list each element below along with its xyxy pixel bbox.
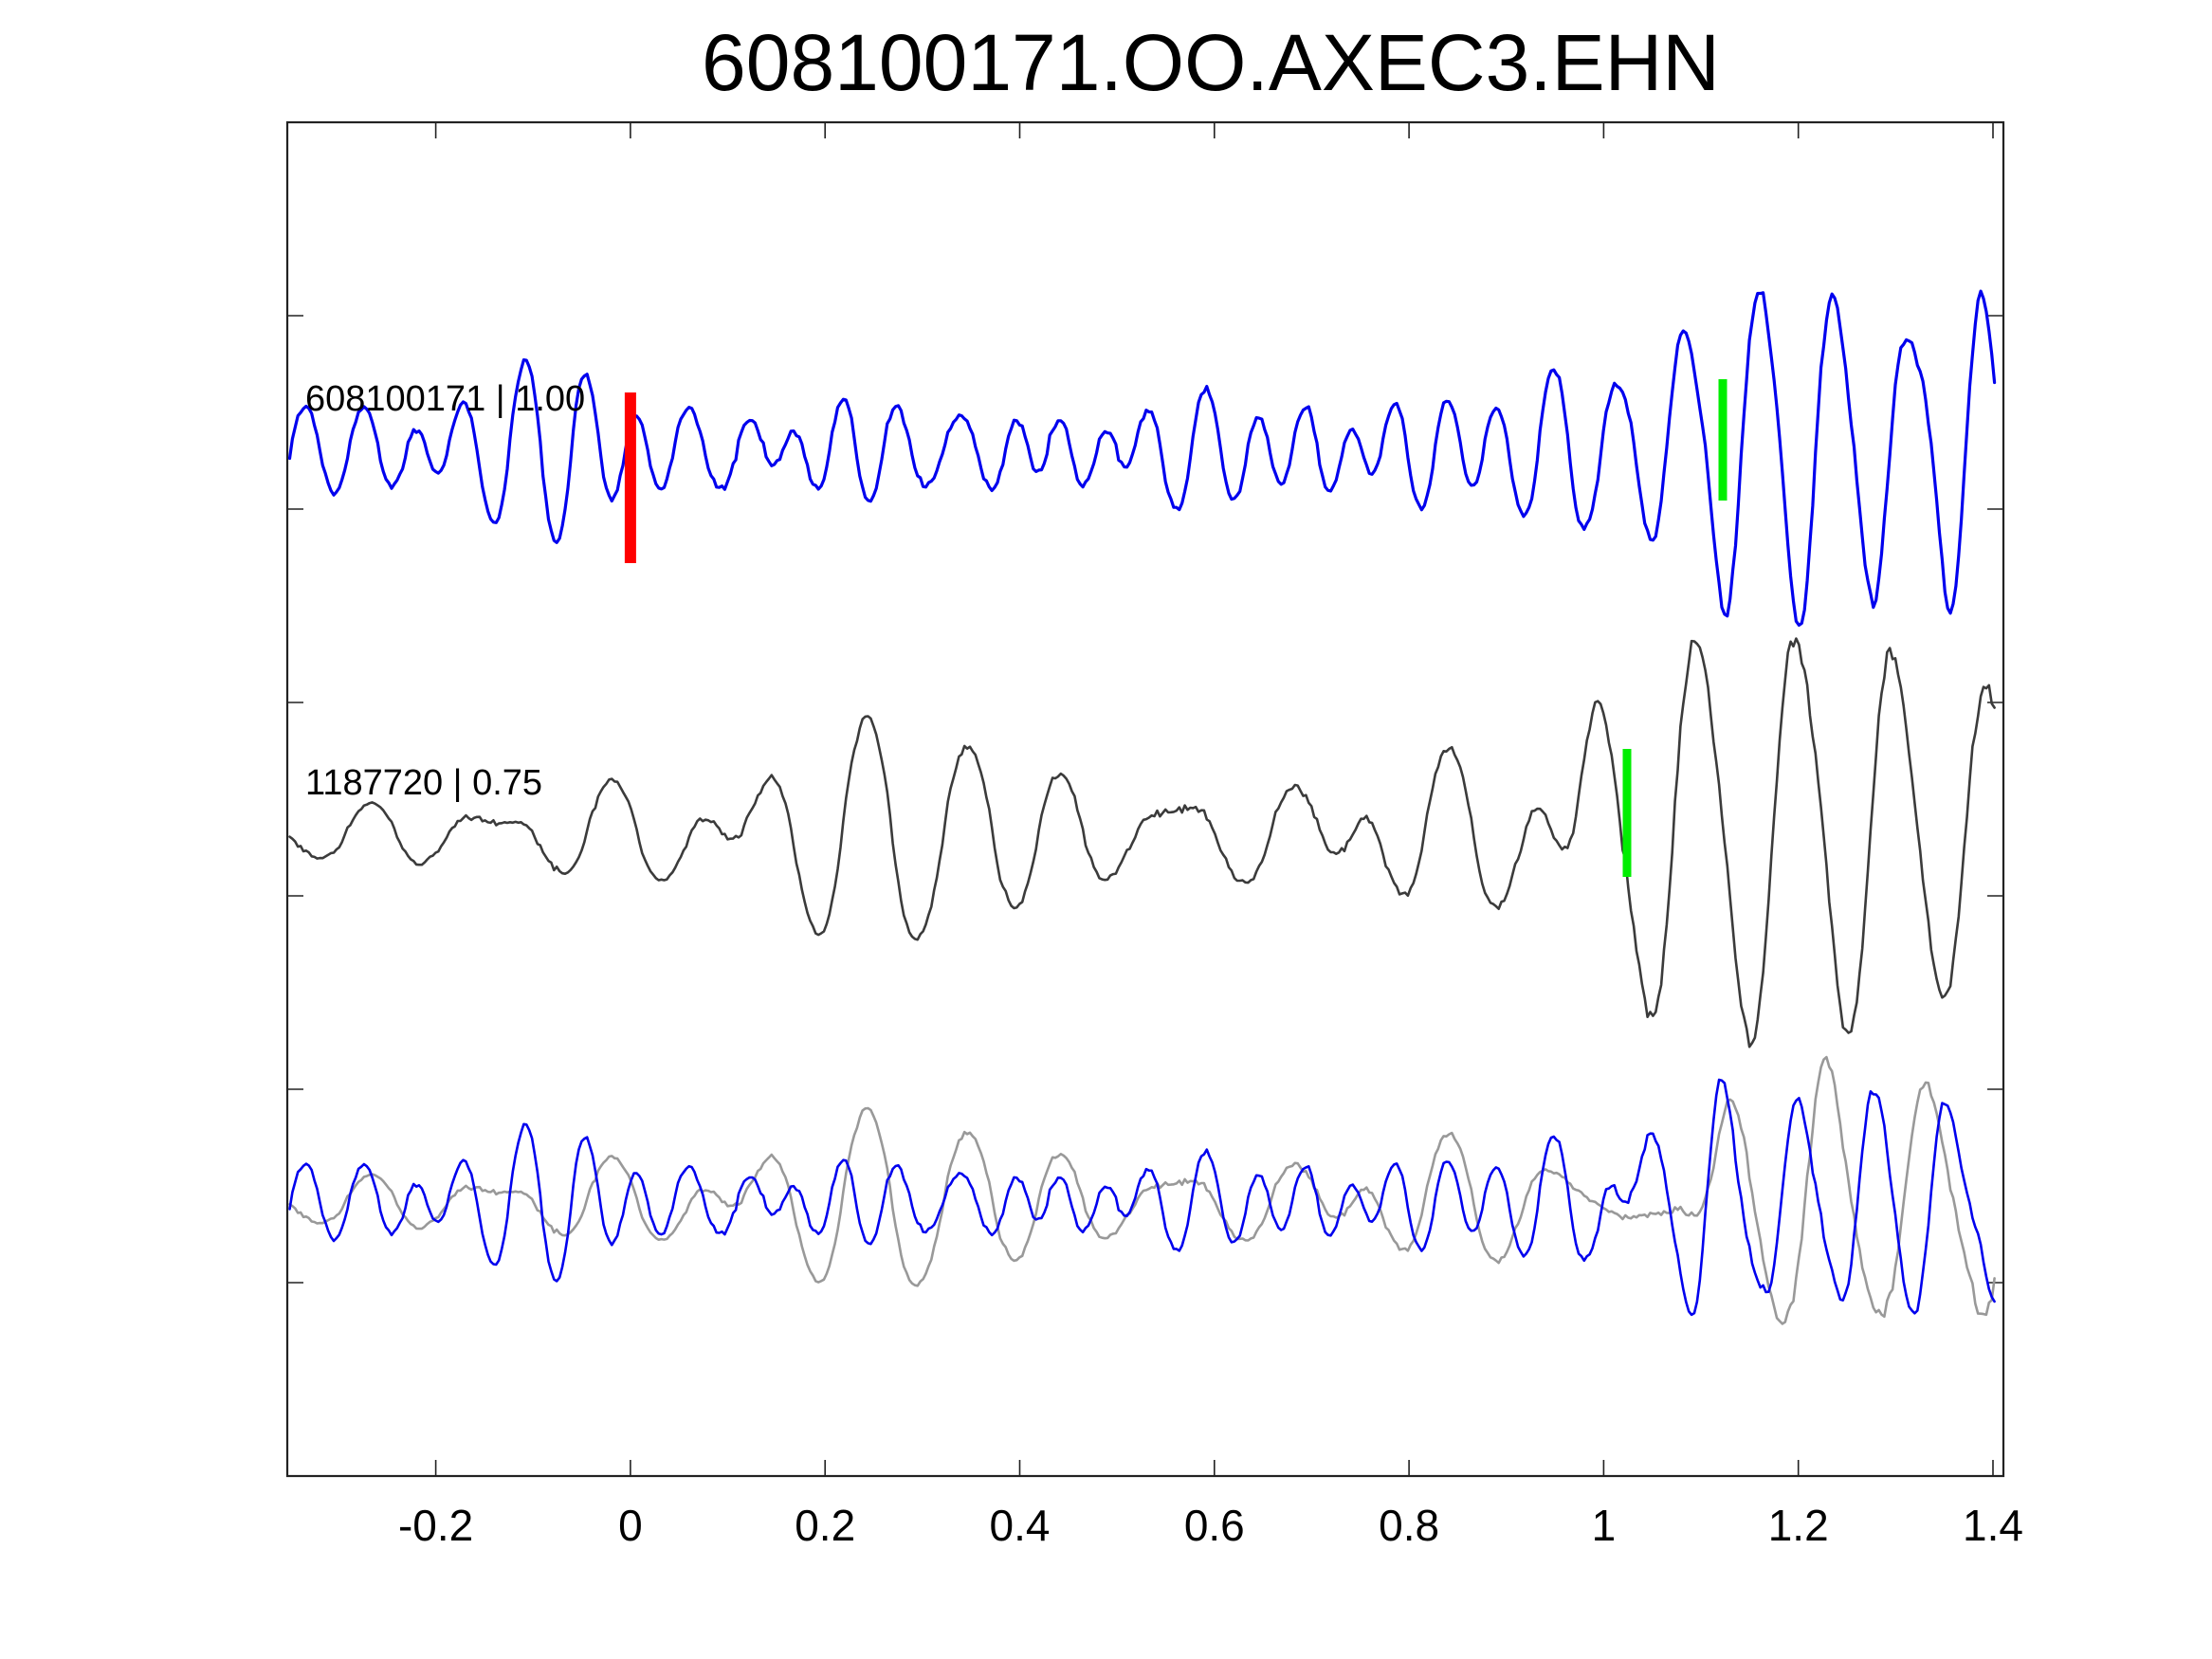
svg-text:608100171.OO.AXEC3.EHN: 608100171.OO.AXEC3.EHN bbox=[702, 18, 1720, 107]
svg-text:1: 1 bbox=[1592, 1501, 1617, 1550]
svg-text:0.2: 0.2 bbox=[795, 1501, 855, 1550]
svg-text:0.6: 0.6 bbox=[1184, 1501, 1245, 1550]
svg-text:0.8: 0.8 bbox=[1379, 1501, 1439, 1550]
svg-text:1187720 | 0.75: 1187720 | 0.75 bbox=[305, 763, 542, 803]
svg-text:-0.2: -0.2 bbox=[398, 1501, 473, 1550]
svg-text:0.4: 0.4 bbox=[990, 1501, 1051, 1550]
svg-text:608100171 | 1.00: 608100171 | 1.00 bbox=[305, 379, 585, 419]
svg-text:0: 0 bbox=[618, 1501, 643, 1550]
svg-text:1.4: 1.4 bbox=[1963, 1501, 2023, 1550]
svg-text:1.2: 1.2 bbox=[1768, 1501, 1829, 1550]
